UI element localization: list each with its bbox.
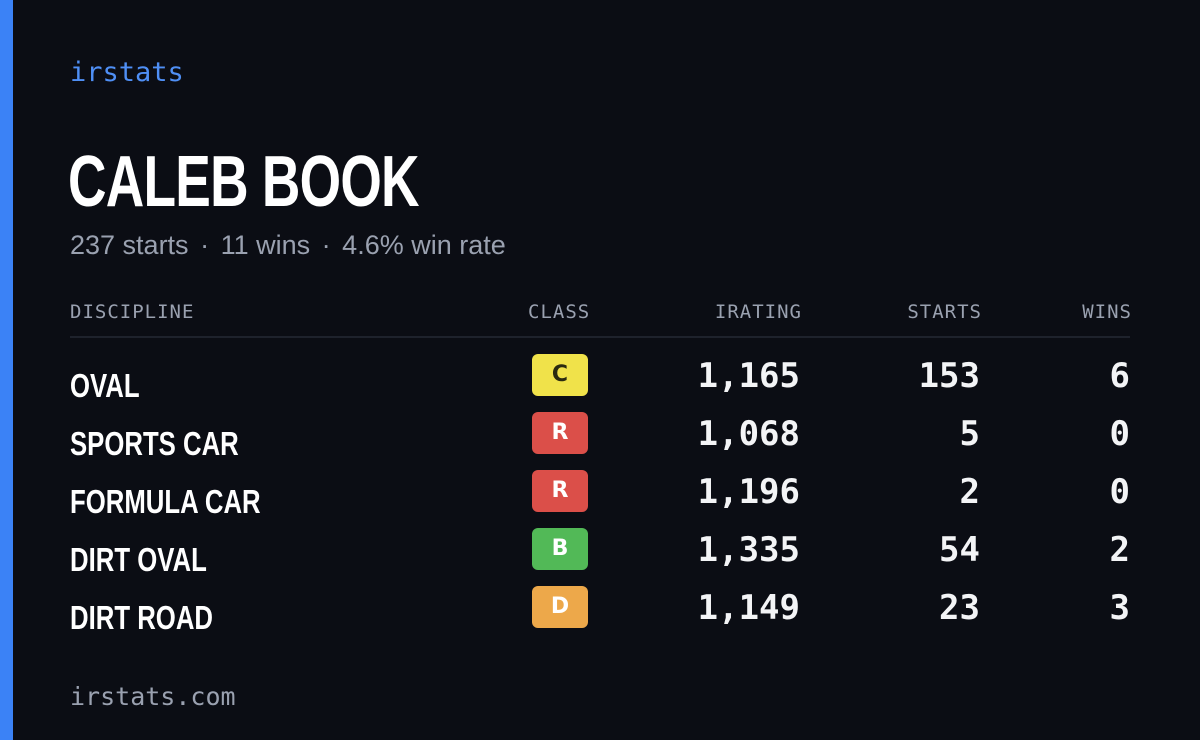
wins-value: 0 <box>1109 472 1130 512</box>
column-header-wins: WINS <box>1082 301 1132 323</box>
accent-bar <box>0 0 13 740</box>
irating-value: 1,149 <box>697 588 800 628</box>
starts-value: 54 <box>939 530 980 570</box>
discipline-name: OVAL <box>70 367 140 404</box>
irating-value: 1,196 <box>697 472 800 512</box>
wins-value: 3 <box>1109 588 1130 628</box>
column-header-class: CLASS <box>528 301 591 323</box>
footer-url: irstats.com <box>70 682 236 711</box>
column-header-discipline: DISCIPLINE <box>70 301 195 323</box>
discipline-name: DIRT OVAL <box>70 541 207 578</box>
table-body: OVAL C 1,165 153 6 SPORTS CAR R 1,068 5 … <box>70 354 1130 644</box>
irating-value: 1,068 <box>697 414 800 454</box>
summary-win-rate: 4.6% win rate <box>342 230 506 260</box>
discipline-name: DIRT ROAD <box>70 599 213 636</box>
starts-value: 2 <box>959 472 980 512</box>
table-row: FORMULA CAR R 1,196 2 0 <box>70 470 1130 528</box>
discipline-stats-table: DISCIPLINE CLASS IRATING STARTS WINS OVA… <box>70 296 1132 644</box>
class-badge: C <box>532 354 588 396</box>
wins-value: 6 <box>1109 356 1130 396</box>
discipline-name: SPORTS CAR <box>70 425 239 462</box>
class-badge: B <box>532 528 588 570</box>
table-row: DIRT OVAL B 1,335 54 2 <box>70 528 1130 586</box>
summary-starts: 237 starts <box>70 230 189 260</box>
page-title: CALEB BOOK <box>68 142 420 222</box>
table-row: OVAL C 1,165 153 6 <box>70 354 1130 412</box>
starts-value: 5 <box>959 414 980 454</box>
discipline-name: FORMULA CAR <box>70 483 261 520</box>
irating-value: 1,335 <box>697 530 800 570</box>
starts-value: 23 <box>939 588 980 628</box>
brand-logo-text: irstats <box>70 57 184 88</box>
summary-separator: · <box>200 230 210 260</box>
table-row: SPORTS CAR R 1,068 5 0 <box>70 412 1130 470</box>
table-row: DIRT ROAD D 1,149 23 3 <box>70 586 1130 644</box>
irating-value: 1,165 <box>697 356 800 396</box>
class-badge: R <box>532 470 588 512</box>
column-header-irating: IRATING <box>714 301 802 323</box>
wins-value: 0 <box>1109 414 1130 454</box>
class-badge: D <box>532 586 588 628</box>
player-summary: 237 starts · 11 wins · 4.6% win rate <box>70 228 506 262</box>
class-badge: R <box>532 412 588 454</box>
wins-value: 2 <box>1109 530 1130 570</box>
summary-wins: 11 wins <box>220 230 311 260</box>
column-header-starts: STARTS <box>907 301 982 323</box>
starts-value: 153 <box>918 356 980 396</box>
summary-separator: · <box>321 230 331 260</box>
table-header: DISCIPLINE CLASS IRATING STARTS WINS <box>70 296 1132 338</box>
